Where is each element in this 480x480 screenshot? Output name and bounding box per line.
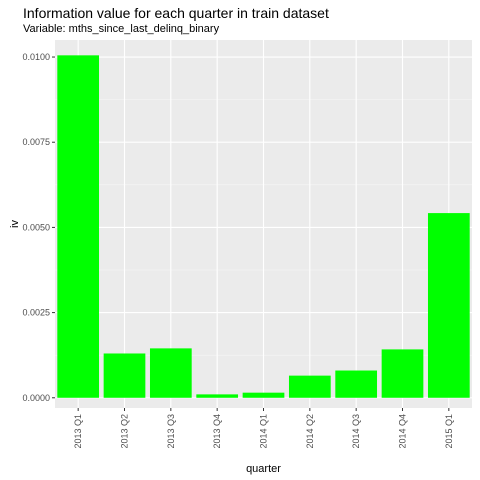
x-tick-label: 2015 Q1 (444, 414, 454, 449)
x-tick-label: 2014 Q4 (398, 414, 408, 449)
x-tick-label: 2014 Q1 (259, 414, 269, 449)
bar (288, 375, 331, 398)
bar (103, 353, 146, 398)
bar (242, 392, 285, 398)
x-tick-label: 2013 Q1 (73, 414, 83, 449)
x-axis: 2013 Q1 2013 Q2 2013 Q3 2013 Q4 2014 Q1 2014 … (73, 408, 454, 449)
y-tick-label: 0.0050 (22, 222, 50, 232)
x-tick-label: 2014 Q3 (351, 414, 361, 449)
y-tick-label: 0.0075 (22, 137, 50, 147)
x-tick-label: 2013 Q2 (120, 414, 130, 449)
y-tick-label: 0.0100 (22, 52, 50, 62)
chart-subtitle: Variable: mths_since_last_delinq_binary (23, 23, 220, 35)
bars (57, 55, 470, 398)
bar (427, 213, 470, 398)
chart-title: Information value for each quarter in tr… (23, 5, 329, 21)
x-tick-label: 2014 Q2 (305, 414, 315, 449)
bar (381, 349, 424, 398)
y-tick-label: 0.0025 (22, 308, 50, 318)
y-axis-title: iv (9, 220, 21, 228)
bar (335, 370, 378, 398)
x-axis-title: quarter (246, 463, 281, 475)
x-tick-label: 2013 Q3 (166, 414, 176, 449)
y-axis: 0.0000 0.0025 0.0050 0.0075 0.0100 (22, 52, 55, 403)
bar (196, 394, 239, 398)
bar (57, 55, 100, 398)
x-tick-label: 2013 Q4 (212, 414, 222, 449)
bar (149, 348, 192, 398)
y-tick-label: 0.0000 (22, 393, 50, 403)
